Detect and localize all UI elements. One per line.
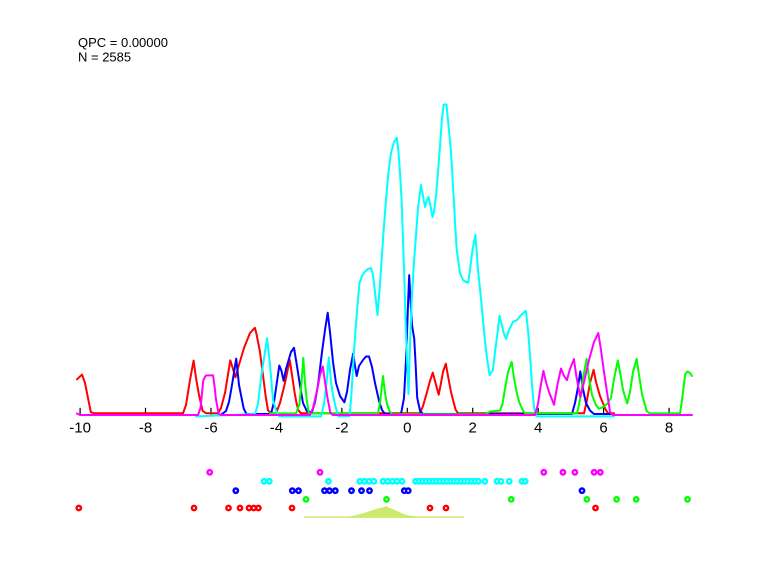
svg-text:2: 2 (469, 420, 477, 437)
svg-text:N = 2585: N = 2585 (78, 50, 131, 65)
svg-text:-10: -10 (69, 420, 91, 437)
svg-text:-4: -4 (270, 420, 283, 437)
svg-text:0: 0 (403, 420, 411, 437)
svg-text:-8: -8 (139, 420, 152, 437)
svg-text:6: 6 (599, 420, 607, 437)
svg-text:-6: -6 (204, 420, 217, 437)
svg-text:-2: -2 (335, 420, 348, 437)
svg-text:QPC = 0.00000: QPC = 0.00000 (78, 35, 168, 50)
svg-text:4: 4 (534, 420, 542, 437)
svg-text:8: 8 (665, 420, 673, 437)
